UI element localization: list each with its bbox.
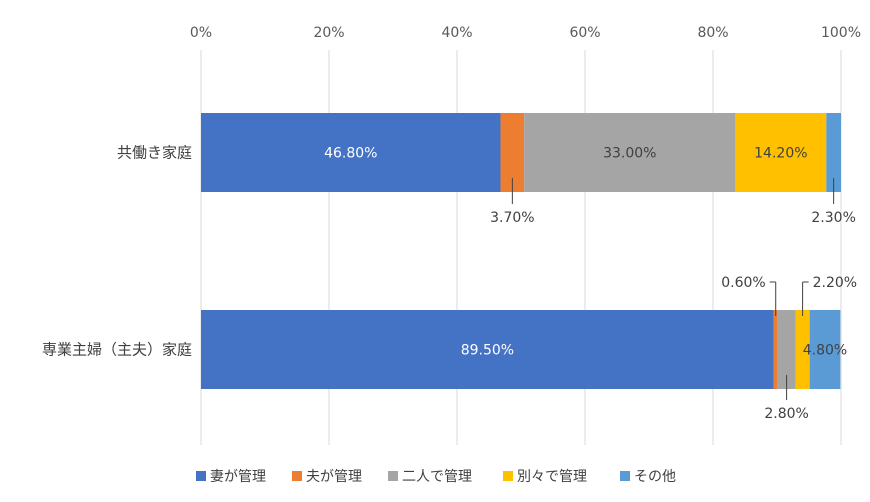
bar-segment xyxy=(777,310,796,389)
legend: 妻が管理 夫が管理 二人で管理 別々で管理 その他 xyxy=(196,469,676,485)
x-tick-label: 100% xyxy=(821,25,861,41)
data-label: 4.80% xyxy=(803,343,847,359)
x-tick-label: 40% xyxy=(441,25,472,41)
data-label: 89.50% xyxy=(461,343,514,359)
data-label: 0.60% xyxy=(721,275,765,291)
data-label: 2.20% xyxy=(813,275,857,291)
legend-swatch xyxy=(620,471,630,481)
data-labels: 46.80% 3.70% 33.00% 14.20% 2.30% 89.50% 0.60% 2… xyxy=(324,146,857,423)
bars xyxy=(201,113,841,389)
x-axis-ticks: 0% 20% 40% 60% 80% 100% xyxy=(190,25,861,41)
data-label: 46.80% xyxy=(324,146,377,162)
bar-segment xyxy=(809,310,841,389)
bar-segment xyxy=(524,113,736,192)
legend-swatch xyxy=(388,471,398,481)
legend-swatch xyxy=(503,471,513,481)
x-tick-label: 0% xyxy=(190,25,212,41)
data-label: 14.20% xyxy=(754,146,807,162)
data-label: 3.70% xyxy=(490,210,534,226)
legend-label: 妻が管理 xyxy=(210,469,266,485)
x-tick-label: 60% xyxy=(569,25,600,41)
bar-segment xyxy=(735,113,827,192)
data-label: 33.00% xyxy=(603,146,656,162)
legend-swatch xyxy=(292,471,302,481)
legend-swatch xyxy=(196,471,206,481)
legend-label: 夫が管理 xyxy=(306,469,362,485)
category-label: 共働き家庭 xyxy=(117,144,192,162)
legend-label: その他 xyxy=(634,469,676,485)
bar-segment xyxy=(826,113,841,192)
legend-label: 別々で管理 xyxy=(517,469,587,485)
x-tick-label: 20% xyxy=(313,25,344,41)
data-label: 2.30% xyxy=(811,210,855,226)
data-label: 2.80% xyxy=(764,406,808,422)
bar-segment xyxy=(500,113,525,192)
bar-segment xyxy=(795,310,810,389)
legend-label: 二人で管理 xyxy=(402,469,472,485)
category-label: 専業主婦（主夫）家庭 xyxy=(42,341,192,359)
bar-segment xyxy=(773,310,778,389)
bar-segment xyxy=(201,310,774,389)
x-tick-label: 80% xyxy=(697,25,728,41)
bar-segment xyxy=(201,113,501,192)
